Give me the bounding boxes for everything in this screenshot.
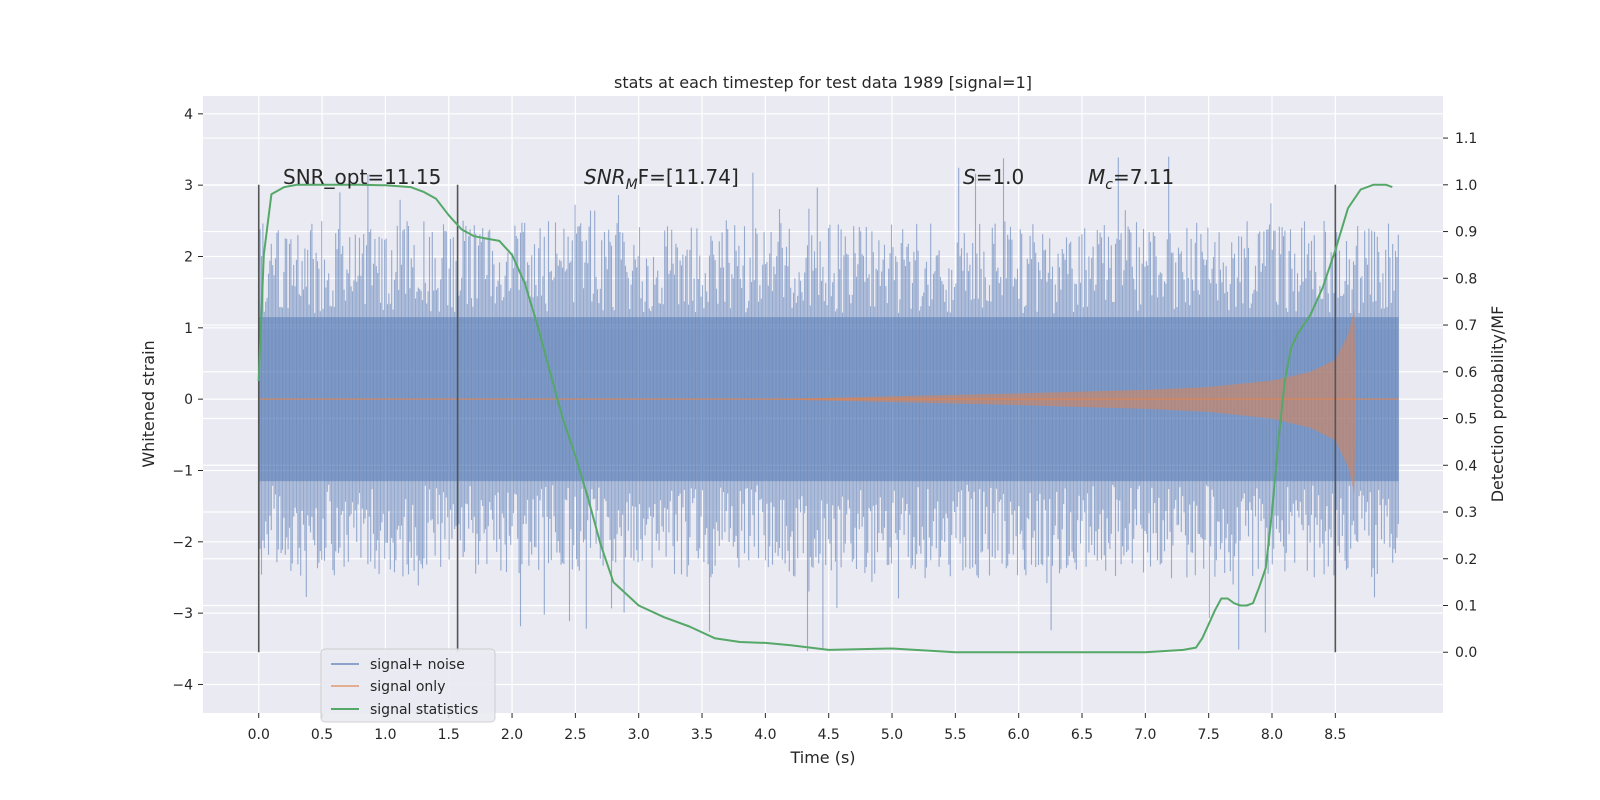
annotation-mc: Mc=7.11	[1088, 165, 1174, 193]
x-tick-label: 8.0	[1261, 727, 1283, 743]
stats-line	[257, 183, 1393, 654]
y-axis-label: Whitened strain	[139, 340, 158, 467]
annotation-s: S=1.0	[963, 165, 1024, 189]
y2-tick-label: 0.1	[1455, 598, 1477, 614]
x-ticks: 0.0 0.5 1.0 1.5 2.0 2.5 3.0 3.5 4.0 4.5 5.0 5.5 6.0 6…	[248, 713, 1346, 743]
y2-axis-label: Detection probability/MF	[1488, 306, 1507, 503]
stats-series	[257, 183, 1393, 654]
x-tick-label: 7.0	[1134, 727, 1156, 743]
y2-tick-label: 0.4	[1455, 458, 1477, 474]
y2-tick-label: 0.2	[1455, 552, 1477, 568]
y2-tick-label: 0.6	[1455, 365, 1477, 381]
y-tick-label: −3	[172, 606, 193, 622]
annotation-snr-mf: SNRMF=[11.74]	[584, 165, 739, 193]
legend-box	[320, 648, 496, 723]
x-tick-label: 6.5	[1071, 727, 1093, 743]
y-tick-label: 0	[184, 392, 193, 408]
legend-label-noise: signal+ noise	[370, 657, 465, 673]
x-tick-label: 3.0	[628, 727, 650, 743]
annotation-snr-opt: SNR_opt=11.15	[283, 165, 441, 189]
y2-tick-label: 0.0	[1455, 645, 1477, 661]
y-tick-label: −4	[172, 677, 193, 693]
signal-series	[258, 310, 1399, 493]
x-tick-label: 4.0	[754, 727, 776, 743]
y2-tick-label: 0.5	[1455, 412, 1477, 428]
y-tick-label: 3	[184, 178, 193, 194]
x-tick-label: 0.0	[248, 727, 270, 743]
y2-ticks: 0.0 0.1 0.2 0.3 0.4 0.5 0.6 0.7 0.8 0.9 1.0 1.1	[1443, 131, 1477, 661]
legend-label-signal: signal only	[370, 679, 445, 695]
x-tick-label: 2.0	[501, 727, 523, 743]
y-tick-label: 4	[184, 107, 193, 123]
x-tick-label: 5.5	[944, 727, 966, 743]
y-tick-label: −1	[172, 463, 193, 479]
x-axis-label: Time (s)	[789, 748, 855, 767]
chart-title: stats at each timestep for test data 198…	[614, 73, 1032, 92]
x-tick-label: 1.0	[374, 727, 396, 743]
x-tick-label: 1.5	[438, 727, 460, 743]
y2-tick-label: 0.8	[1455, 271, 1477, 287]
legend-label-stats: signal statistics	[370, 702, 478, 718]
vertical-markers	[257, 184, 1337, 653]
y2-tick-label: 0.7	[1455, 318, 1477, 334]
x-tick-label: 4.5	[818, 727, 840, 743]
y2-tick-label: 0.9	[1455, 225, 1477, 241]
y2-tick-label: 1.0	[1455, 178, 1477, 194]
x-tick-label: 6.0	[1008, 727, 1030, 743]
x-tick-label: 5.0	[881, 727, 903, 743]
y2-tick-label: 0.3	[1455, 505, 1477, 521]
y-tick-label: 1	[184, 321, 193, 337]
y-tick-label: 2	[184, 249, 193, 265]
x-tick-label: 7.5	[1198, 727, 1220, 743]
x-tick-label: 2.5	[564, 727, 586, 743]
signal-envelope	[258, 310, 1399, 493]
y2-tick-label: 1.1	[1455, 131, 1477, 147]
legend: signal+ noise signal only signal statist…	[320, 648, 496, 723]
x-tick-label: 0.5	[311, 727, 333, 743]
y-tick-label: −2	[172, 535, 193, 551]
x-tick-label: 3.5	[691, 727, 713, 743]
x-tick-label: 8.5	[1324, 727, 1346, 743]
y-ticks: −4 −3 −2 −1 0 1 2 3 4	[172, 107, 203, 693]
